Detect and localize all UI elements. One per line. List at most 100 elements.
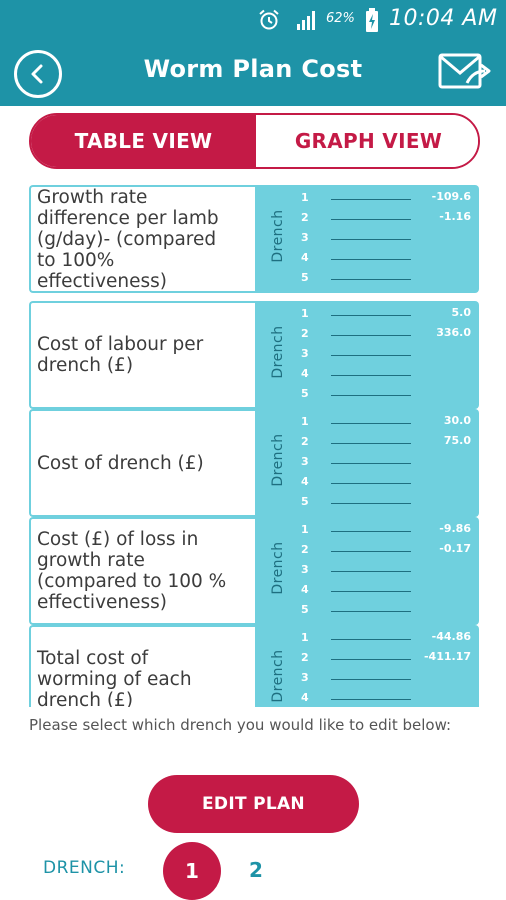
drench-line: 5 [301, 385, 471, 405]
edit-plan-button[interactable]: EDIT PLAN [148, 775, 359, 833]
row-label: Cost of labour per drench (£) [29, 301, 255, 409]
app-bar: Worm Plan Cost [0, 40, 506, 106]
drench-value: -0.17 [439, 542, 471, 555]
drench-number: 4 [301, 583, 309, 596]
alarm-clock-icon [259, 9, 279, 30]
drench-line-rule [331, 375, 411, 376]
row-label: Cost (£) of loss in growth rate (compared … [29, 517, 255, 625]
drench-value: 336.0 [436, 326, 471, 339]
table-row: Cost (£) of loss in growth rate (compared … [29, 517, 479, 625]
drench-number: 3 [301, 671, 309, 684]
drench-line: 3 [301, 669, 471, 689]
drench-number: 5 [301, 495, 309, 508]
drench-axis-label: Drench [270, 209, 286, 263]
drench-line-rule [331, 239, 411, 240]
drench-line-rule [331, 423, 411, 424]
drench-line-rule [331, 659, 411, 660]
row-label-line: drench (£) [37, 689, 134, 708]
drench-line-rule [331, 679, 411, 680]
drench-line: 1 5.0 [301, 305, 471, 325]
drench-line: 2 336.0 [301, 325, 471, 345]
drench-line-rule [331, 395, 411, 396]
drench-value: 30.0 [443, 414, 471, 427]
row-label-line: to 100% [37, 249, 115, 271]
drench-number: 3 [301, 347, 309, 360]
drench-line: 1 30.0 [301, 413, 471, 433]
back-button[interactable] [14, 50, 62, 98]
row-label-line: effectiveness) [37, 270, 168, 292]
row-label-line: effectiveness) [37, 592, 168, 613]
drench-line-rule [331, 503, 411, 504]
drench-number: 1 [301, 307, 309, 320]
view-toggle: TABLE VIEW GRAPH VIEW [29, 113, 480, 169]
drench-number: 3 [301, 455, 309, 468]
drench-number: 4 [301, 475, 309, 488]
drench-number: 1 [301, 523, 309, 536]
drench-line: 4 [301, 581, 471, 601]
row-label-line: (g/day)- (compared [37, 228, 217, 250]
drench-value: -9.86 [439, 522, 471, 535]
drench-value: -44.86 [431, 630, 471, 643]
drench-axis-label: Drench [270, 433, 286, 487]
drench-number: 1 [301, 415, 309, 428]
drench-line-rule [331, 259, 411, 260]
drench-values-panel: Drench 1 -109.6 2 -1.16 3 4 5 [255, 185, 479, 293]
page-title: Worm Plan Cost [143, 55, 363, 83]
drench-line-rule [331, 591, 411, 592]
battery-percentage: 62% [326, 11, 355, 26]
drench-value: -1.16 [439, 210, 471, 223]
drench-line-rule [331, 279, 411, 280]
row-label-line: (compared to 100 % [37, 571, 227, 592]
tab-table-view[interactable]: TABLE VIEW [31, 115, 256, 167]
drench-line-rule [331, 219, 411, 220]
drench-line-rule [331, 639, 411, 640]
drench-number: 2 [301, 651, 309, 664]
drench-line: 3 [301, 345, 471, 365]
table-row: Growth rate difference per lamb (g/day)- (… [29, 185, 479, 293]
drench-line: 4 [301, 689, 471, 707]
drench-number: 1 [301, 191, 309, 204]
drench-values-panel: Drench 1 -9.86 2 -0.17 3 4 5 [255, 517, 479, 625]
drench-line-rule [331, 443, 411, 444]
drench-line-rule [331, 611, 411, 612]
drench-line: 3 [301, 229, 471, 249]
drench-selector-label: DRENCH: [43, 858, 126, 878]
table-row: Total cost of worming of each drench (£) Dr… [29, 625, 479, 707]
row-label-line: Cost of drench (£) [37, 452, 204, 474]
drench-values-panel: Drench 1 30.0 2 75.0 3 4 5 [255, 409, 479, 517]
drench-line-rule [331, 335, 411, 336]
drench-number: 2 [301, 327, 309, 340]
drench-line: 4 [301, 473, 471, 493]
drench-value: 75.0 [443, 434, 471, 447]
drench-number: 2 [301, 543, 309, 556]
drench-number: 4 [301, 251, 309, 264]
row-label: Total cost of worming of each drench (£) [29, 625, 255, 707]
drench-number: 3 [301, 563, 309, 576]
drench-value: 5.0 [451, 306, 472, 319]
drench-line-rule [331, 571, 411, 572]
drench-value: -109.6 [431, 190, 471, 203]
drench-line: 4 [301, 365, 471, 385]
drench-axis-label: Drench [270, 325, 286, 379]
drench-line-rule [331, 463, 411, 464]
drench-line: 5 [301, 269, 471, 289]
drench-line: 2 75.0 [301, 433, 471, 453]
drench-line-rule [331, 699, 411, 700]
row-label: Cost of drench (£) [29, 409, 255, 517]
share-mail-icon[interactable] [437, 49, 493, 95]
cost-table[interactable]: Growth rate difference per lamb (g/day)- (… [29, 185, 479, 707]
row-label-line: Total cost of [37, 647, 149, 669]
drench-line-rule [331, 199, 411, 200]
tab-graph-view[interactable]: GRAPH VIEW [256, 115, 478, 167]
drench-option-2[interactable]: 2 [249, 858, 263, 882]
drench-option-1[interactable]: 1 [163, 842, 221, 900]
drench-line-rule [331, 315, 411, 316]
battery-charging-icon [366, 8, 378, 32]
row-label-line: Cost of labour per [37, 334, 204, 355]
drench-value: -411.17 [423, 650, 471, 663]
drench-axis-label: Drench [270, 541, 286, 595]
back-arrow-icon [31, 64, 43, 84]
drench-number: 1 [301, 631, 309, 644]
table-row: Cost of drench (£) Drench 1 30.0 2 75.0 3 4 5 [29, 409, 479, 517]
